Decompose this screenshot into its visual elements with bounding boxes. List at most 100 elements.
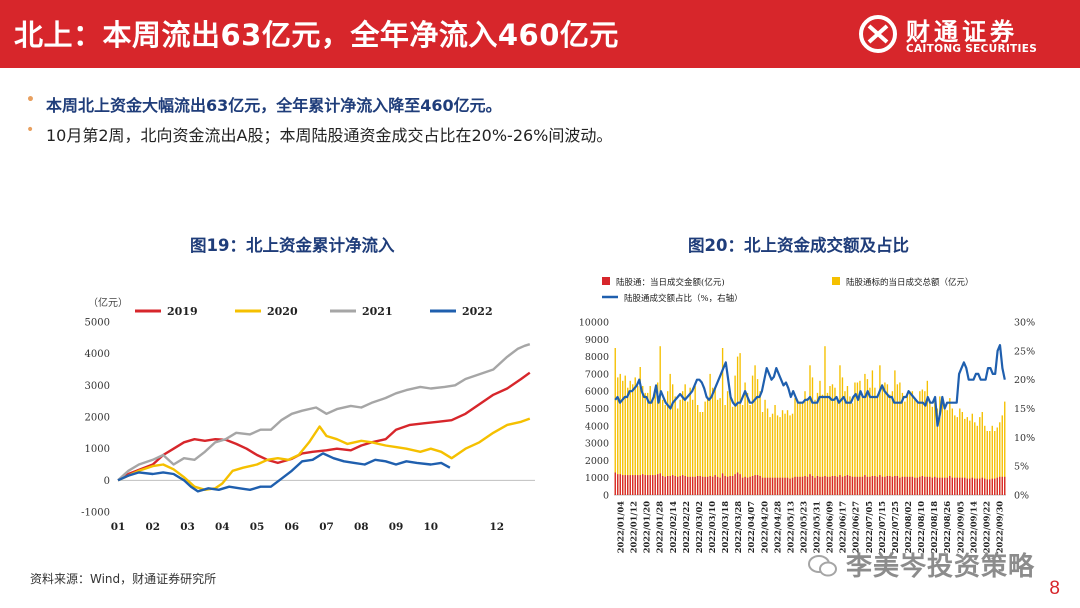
total-turnover-bar <box>996 427 998 495</box>
company-logo: 财通证券 CAITONG SECURITIES <box>858 10 1058 60</box>
total-turnover-bar <box>944 405 946 495</box>
bullet-text: 本周北上资金大幅流出63亿元，全年累计净流入降至460亿元。 <box>46 96 502 115</box>
y-tick-label: 4000 <box>85 349 110 360</box>
northbound-turnover-bar <box>874 476 876 495</box>
total-turnover-bar <box>984 425 986 495</box>
total-turnover-bar <box>904 401 906 495</box>
x-tick-label: 2022/06/09 <box>825 501 835 553</box>
total-turnover-bar <box>709 373 711 495</box>
total-turnover-bar <box>899 382 901 495</box>
y-left-tick-label: 6000 <box>585 387 609 398</box>
northbound-turnover-bar <box>984 478 986 495</box>
northbound-turnover-bar <box>869 476 871 495</box>
northbound-turnover-bar <box>751 476 754 495</box>
total-turnover-bar <box>976 425 978 495</box>
total-turnover-bar <box>744 382 746 495</box>
x-tick-label: 2022/09/22 <box>981 501 991 553</box>
northbound-turnover-bar <box>884 476 886 495</box>
northbound-turnover-bar <box>699 476 701 495</box>
total-turnover-bar <box>869 387 871 495</box>
total-turnover-bar <box>881 384 884 495</box>
northbound-turnover-bar <box>896 476 899 495</box>
total-turnover-bar <box>989 431 991 495</box>
northbound-turnover-bar <box>799 476 801 495</box>
northbound-turnover-bar <box>694 476 696 495</box>
northbound-turnover-bar <box>684 476 686 495</box>
northbound-turnover-bar <box>714 475 716 495</box>
total-turnover-bar <box>974 422 976 495</box>
northbound-turnover-bar <box>924 476 926 495</box>
legend-label: 陆股通：当日成交金额(亿元) <box>616 277 725 288</box>
x-tick-label: 07 <box>319 521 334 533</box>
total-turnover-bar <box>617 377 619 495</box>
total-turnover-bar <box>657 382 659 495</box>
legend-label: 陆股通标的当日成交总额（亿元） <box>846 277 974 288</box>
total-turnover-bar <box>759 391 761 495</box>
total-turnover-bar <box>931 406 934 495</box>
total-turnover-bar <box>946 410 949 495</box>
northbound-turnover-bar <box>614 472 616 495</box>
total-turnover-bar <box>909 391 911 495</box>
total-turnover-bar <box>761 412 764 495</box>
total-turnover-bar <box>766 408 769 495</box>
northbound-turnover-bar <box>936 477 939 495</box>
x-tick-label: 2022/02/22 <box>681 501 691 553</box>
x-tick-label: 2022/08/18 <box>929 501 939 553</box>
northbound-turnover-bar <box>637 475 639 495</box>
total-turnover-bar <box>829 386 831 495</box>
northbound-turnover-bar <box>647 475 649 495</box>
total-turnover-bar <box>961 412 963 495</box>
legend-swatch <box>832 277 840 285</box>
northbound-turnover-bar <box>794 476 796 495</box>
northbound-turnover-bar <box>911 476 914 495</box>
northbound-turnover-bar <box>864 475 866 495</box>
total-turnover-bar <box>756 379 759 495</box>
total-turnover-bar <box>639 367 641 495</box>
y-right-tick-label: 15% <box>1014 404 1035 415</box>
total-turnover-bar <box>644 392 646 495</box>
total-turnover-bar <box>901 392 904 495</box>
northbound-turnover-bar <box>974 478 976 495</box>
northbound-turnover-bar <box>916 477 919 495</box>
northbound-turnover-bar <box>729 476 731 495</box>
northbound-turnover-bar <box>629 475 631 495</box>
northbound-turnover-bar <box>904 476 906 495</box>
x-tick-label: 08 <box>354 521 369 533</box>
northbound-turnover-bar <box>619 474 621 495</box>
total-turnover-bar <box>811 377 814 495</box>
total-turnover-bar <box>809 365 811 496</box>
northbound-turnover-bar <box>814 477 816 495</box>
total-turnover-bar <box>681 391 684 495</box>
northbound-turnover-bar <box>839 475 841 495</box>
northbound-turnover-bar <box>706 476 709 495</box>
northbound-turnover-bar <box>861 476 864 495</box>
total-turnover-bar <box>854 382 856 495</box>
x-tick-label: 2022/03/02 <box>694 501 704 553</box>
northbound-turnover-bar <box>909 476 911 495</box>
total-turnover-bar <box>634 377 636 495</box>
total-turnover-bar <box>721 348 724 495</box>
logo-mark-icon <box>859 15 897 53</box>
northbound-turnover-bar <box>754 475 756 495</box>
x-tick-label: 09 <box>389 521 404 533</box>
y-right-tick-label: 10% <box>1014 433 1035 444</box>
y-left-tick-label: 8000 <box>585 352 609 363</box>
total-turnover-bar <box>846 386 849 495</box>
series-line-2020 <box>117 417 531 492</box>
total-turnover-bar <box>924 391 926 495</box>
northbound-turnover-bar <box>939 477 941 495</box>
total-turnover-bar <box>876 396 879 495</box>
northbound-turnover-bar <box>931 477 934 495</box>
total-turnover-bar <box>859 380 861 495</box>
northbound-turnover-bar <box>624 475 626 495</box>
x-tick-label: 2022/07/05 <box>864 501 874 553</box>
northbound-turnover-bar <box>716 476 719 495</box>
total-turnover-bar <box>994 431 996 495</box>
y-right-tick-label: 5% <box>1014 462 1029 473</box>
x-tick-label: 01 <box>111 521 126 533</box>
total-turnover-bar <box>799 401 801 495</box>
total-turnover-bar <box>824 346 826 495</box>
total-turnover-bar <box>736 356 739 495</box>
total-turnover-bar <box>786 410 789 495</box>
total-turnover-bar <box>979 417 981 495</box>
